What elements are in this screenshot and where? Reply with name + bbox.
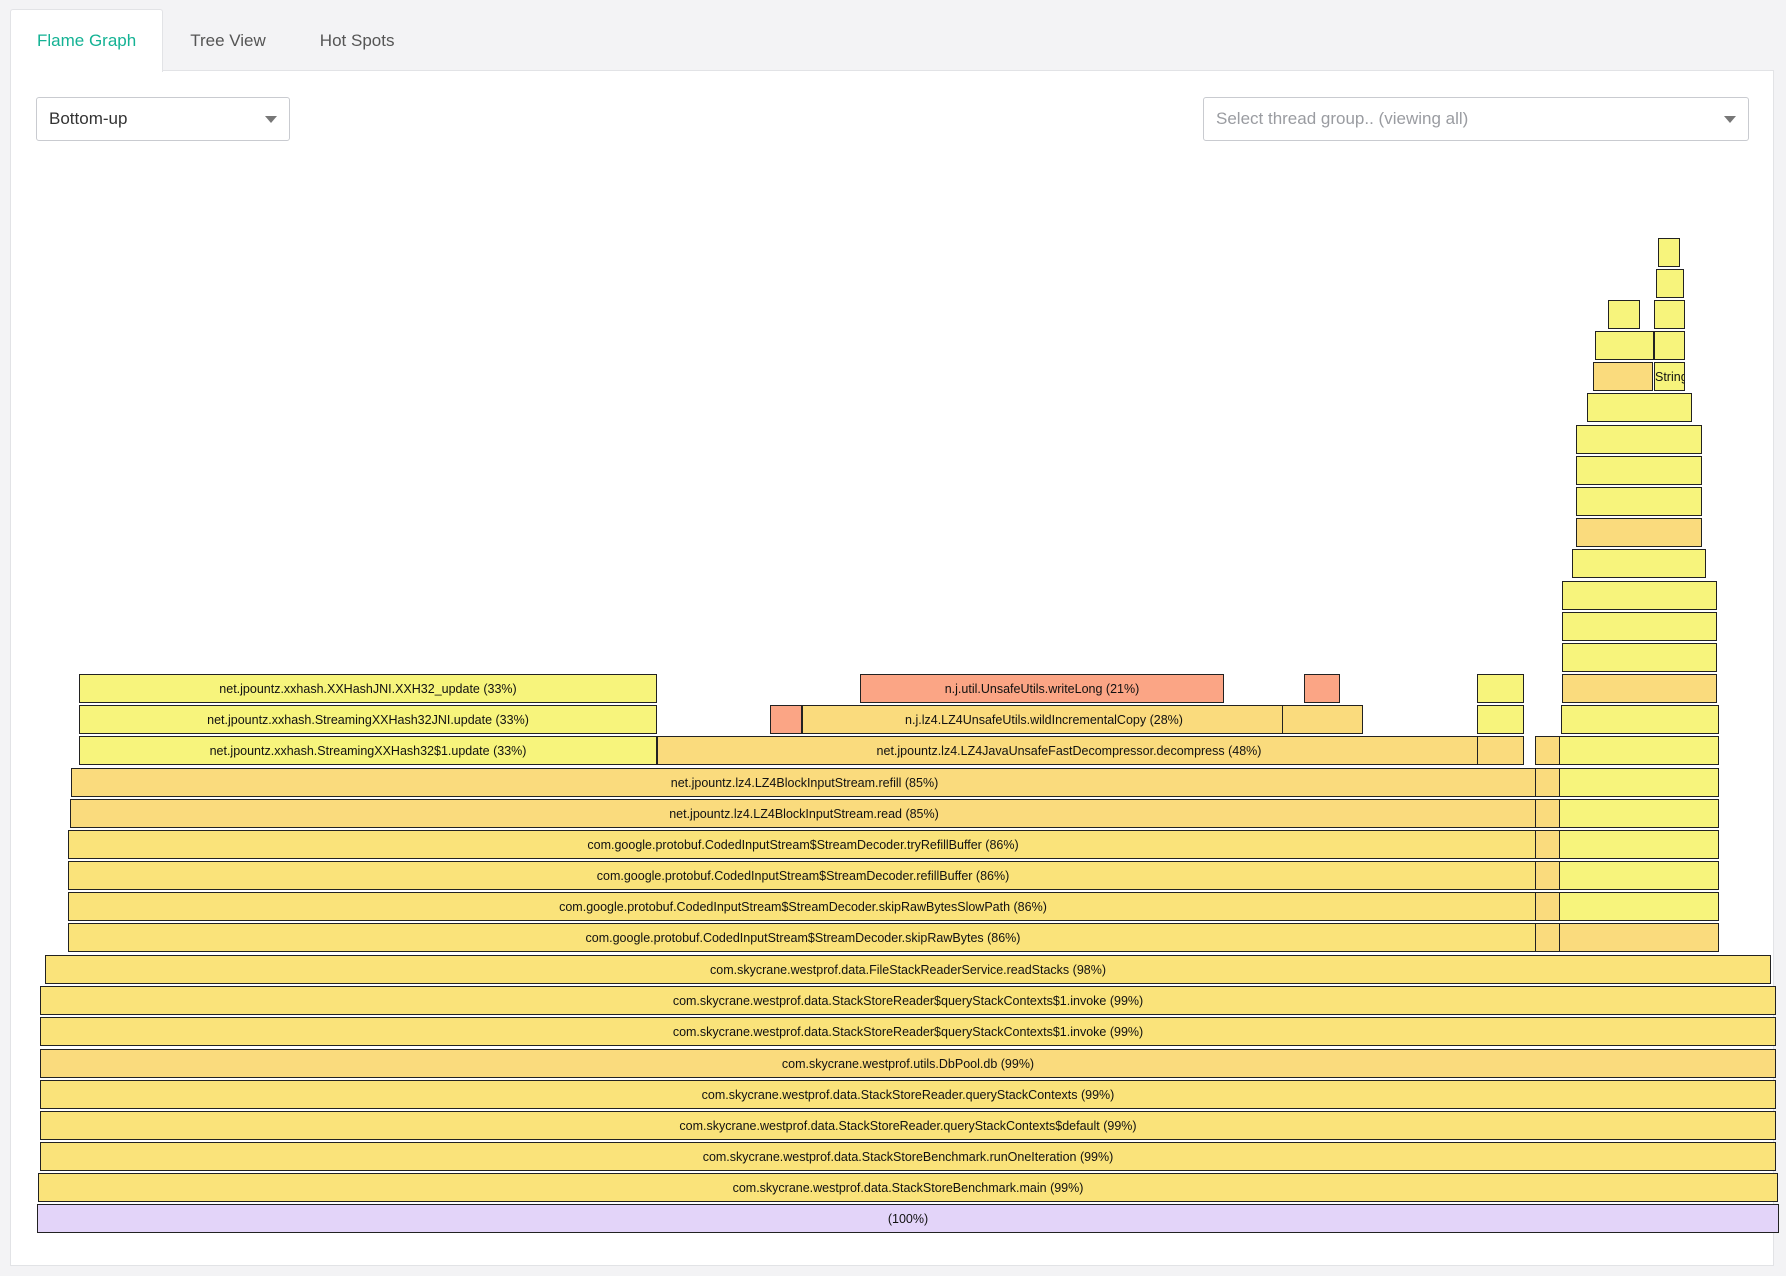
flame-frame[interactable]: net.jpountz.xxhash.XXHashJNI.XXH32_updat… <box>79 674 657 703</box>
flame-frame[interactable]: (100%) <box>37 1204 1779 1233</box>
flame-frame[interactable]: n.j.lz4.LZ4UnsafeUtils.wildIncrementalCo… <box>802 705 1286 734</box>
flame-frame-unlabeled[interactable] <box>1656 269 1684 298</box>
flame-frame-unlabeled[interactable] <box>1535 861 1560 890</box>
flame-frame-unlabeled[interactable] <box>1654 331 1685 360</box>
flame-frame-unlabeled[interactable] <box>1587 393 1692 422</box>
flame-frame-unlabeled[interactable] <box>1535 736 1560 765</box>
flame-frame[interactable]: com.google.protobuf.CodedInputStream$Str… <box>68 861 1538 890</box>
flame-frame-unlabeled[interactable] <box>1535 830 1560 859</box>
tab-hot-spots[interactable]: Hot Spots <box>319 30 395 50</box>
mode-select[interactable]: Bottom-up <box>36 97 290 141</box>
flame-frame-unlabeled[interactable] <box>1535 892 1560 921</box>
flame-frame-unlabeled[interactable] <box>1576 487 1702 516</box>
flame-frame-unlabeled[interactable] <box>1559 768 1719 797</box>
flame-frame-unlabeled[interactable] <box>1561 705 1719 734</box>
flame-frame[interactable]: net.jpountz.lz4.LZ4JavaUnsafeFastDecompr… <box>657 736 1481 765</box>
flame-frame-unlabeled[interactable] <box>1559 799 1719 828</box>
flame-frame[interactable]: net.jpountz.xxhash.StreamingXXHash32JNI.… <box>79 705 657 734</box>
flame-frame-unlabeled[interactable] <box>1593 362 1653 391</box>
flame-frame[interactable]: net.jpountz.xxhash.StreamingXXHash32$1.u… <box>79 736 657 765</box>
mode-select-value: Bottom-up <box>49 109 128 128</box>
flame-frame-unlabeled[interactable] <box>1595 331 1654 360</box>
flame-frame-unlabeled[interactable] <box>1576 425 1702 454</box>
view-tabs: Flame Graph Tree View Hot Spots <box>10 9 421 72</box>
flame-frame[interactable]: com.skycrane.westprof.utils.DbPool.db (9… <box>40 1049 1776 1078</box>
flame-frame[interactable]: com.skycrane.westprof.data.StackStoreBen… <box>40 1142 1776 1171</box>
flame-frame[interactable]: com.skycrane.westprof.data.StackStoreBen… <box>38 1173 1778 1202</box>
flame-frame-unlabeled[interactable] <box>1304 674 1340 703</box>
flame-frame-unlabeled[interactable] <box>1572 549 1706 578</box>
flame-frame-unlabeled[interactable] <box>1559 736 1719 765</box>
flame-frame[interactable]: net.jpountz.lz4.LZ4BlockInputStream.read… <box>70 799 1538 828</box>
tab-flame-graph[interactable]: Flame Graph <box>10 9 164 72</box>
flame-frame-unlabeled[interactable] <box>1562 643 1717 672</box>
flame-frame-unlabeled[interactable] <box>1559 923 1719 952</box>
flame-frame[interactable]: com.skycrane.westprof.data.FileStackRead… <box>45 955 1771 984</box>
flame-frame-unlabeled[interactable] <box>1608 300 1640 329</box>
flame-frame-unlabeled[interactable] <box>1562 612 1717 641</box>
flame-frame[interactable]: com.skycrane.westprof.data.StackStoreRea… <box>40 986 1776 1015</box>
flame-frame-unlabeled[interactable] <box>1562 674 1717 703</box>
flame-graph: (100%) com.skycrane.westprof.data.StackSt… <box>11 71 1779 1267</box>
flame-frame[interactable]: n.j.util.UnsafeUtils.writeLong (21%) <box>860 674 1224 703</box>
flame-frame-unlabeled[interactable] <box>1559 861 1719 890</box>
flame-frame[interactable]: com.skycrane.westprof.data.StackStoreRea… <box>40 1080 1776 1109</box>
flame-frame-unlabeled[interactable] <box>1535 799 1560 828</box>
chevron-down-icon <box>265 116 277 123</box>
flame-frame-unlabeled[interactable] <box>1654 300 1685 329</box>
flame-frame-unlabeled[interactable] <box>1576 518 1702 547</box>
flame-frame[interactable]: com.skycrane.westprof.data.StackStoreRea… <box>40 1111 1776 1140</box>
thread-group-placeholder: Select thread group.. (viewing all) <box>1216 109 1469 128</box>
flame-frame-unlabeled[interactable] <box>1477 674 1524 703</box>
flame-frame-unlabeled[interactable] <box>1535 923 1560 952</box>
chevron-down-icon <box>1724 116 1736 123</box>
flame-frame[interactable]: com.google.protobuf.CodedInputStream$Str… <box>68 923 1538 952</box>
flame-frame[interactable]: net.jpountz.lz4.LZ4BlockInputStream.refi… <box>71 768 1538 797</box>
flame-frame-unlabeled[interactable] <box>1576 456 1702 485</box>
tab-tree-view[interactable]: Tree View <box>190 30 266 50</box>
flame-frame[interactable]: String <box>1654 362 1685 391</box>
flame-frame-unlabeled[interactable] <box>1535 768 1560 797</box>
flame-frame[interactable]: com.skycrane.westprof.data.StackStoreRea… <box>40 1017 1776 1046</box>
flame-frame-unlabeled[interactable] <box>1559 830 1719 859</box>
flame-frame-unlabeled[interactable] <box>1658 238 1680 267</box>
flame-graph-panel: (100%) com.skycrane.westprof.data.StackSt… <box>10 70 1779 1267</box>
flame-frame-unlabeled[interactable] <box>1559 892 1719 921</box>
thread-group-select[interactable]: Select thread group.. (viewing all) <box>1203 97 1749 141</box>
flame-frame-unlabeled[interactable] <box>1282 705 1363 734</box>
flame-frame[interactable]: com.google.protobuf.CodedInputStream$Str… <box>68 892 1538 921</box>
flame-frame-unlabeled[interactable] <box>1477 736 1524 765</box>
flame-frame-unlabeled[interactable] <box>1477 705 1524 734</box>
flame-frame-unlabeled[interactable] <box>1562 581 1717 610</box>
flame-frame-unlabeled[interactable] <box>770 705 802 734</box>
flame-frame[interactable]: com.google.protobuf.CodedInputStream$Str… <box>68 830 1538 859</box>
